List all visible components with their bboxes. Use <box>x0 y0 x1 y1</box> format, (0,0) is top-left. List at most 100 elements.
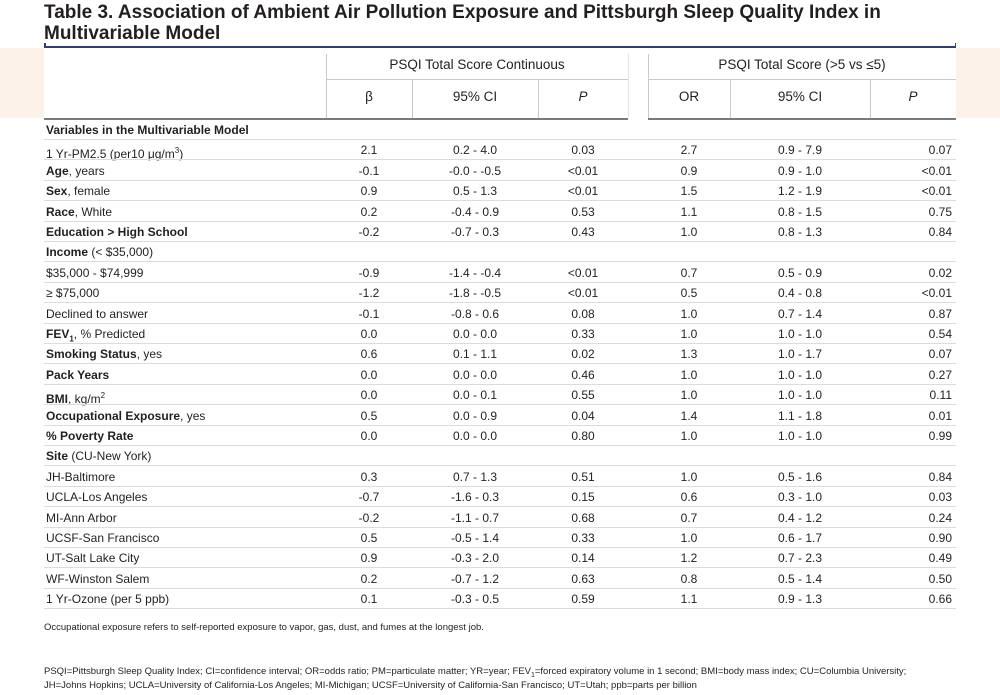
cell-ci: 0.5 - 0.9 <box>777 265 823 280</box>
cell-or: 1.0 <box>680 225 698 239</box>
cell-or: 0.9 <box>680 163 698 178</box>
cell-ci: -0.0 - -0.5 <box>448 163 502 178</box>
cell-p: 0.04 <box>571 408 595 423</box>
cell-ci: 0.7 - 1.4 <box>777 306 823 321</box>
cell-ci: 1.0 - 1.0 <box>777 367 823 382</box>
cell-p: 0.75 <box>928 204 952 219</box>
table-row: Variables in the Multivariable Model <box>44 120 956 140</box>
row-label: Income (< $35,000) <box>46 245 153 260</box>
cell-p: 0.14 <box>571 551 595 566</box>
cell-beta: 0.5 <box>360 408 378 423</box>
row-label: UT-Salt Lake City <box>46 551 139 566</box>
cell-ci: 1.0 - 1.0 <box>777 327 823 341</box>
row-label-subscript: 1 <box>69 334 74 344</box>
cell-ci: 1.0 - 1.7 <box>777 347 823 362</box>
cell-p: 0.51 <box>571 469 595 484</box>
row-label: Occupational Exposure, yes <box>46 409 205 424</box>
row-divider <box>44 404 956 406</box>
row-label-text: 1 Yr-PM2.5 (per10 μg/m <box>46 147 175 162</box>
cell-ci: 0.6 - 1.7 <box>777 531 823 545</box>
row-divider <box>44 465 956 467</box>
table-row: $35,000 - $74,999 -0.9 -1.4 - -0.4 <0.01 0.7… <box>44 263 956 283</box>
cell-beta: 2.1 <box>360 143 378 158</box>
row-label: Education > High School <box>46 225 188 240</box>
table-row: MI-Ann Arbor -0.2 -1.1 - 0.7 0.68 0.7 0.4 - 1… <box>44 508 956 528</box>
cell-p: 0.02 <box>571 347 595 362</box>
table-row: Sex, female 0.9 0.5 - 1.3 <0.01 1.5 1.2 - 1.9… <box>44 181 956 202</box>
title-rule <box>44 43 956 50</box>
cell-ci: 0.4 - 0.8 <box>777 286 823 301</box>
table-title: Table 3. Association of Ambient Air Poll… <box>44 2 881 44</box>
cell-p: 0.27 <box>928 367 952 382</box>
row-label: 1 Yr-Ozone (per 5 ppb) <box>46 592 169 607</box>
row-divider <box>44 220 956 222</box>
cell-p: <0.01 <box>567 163 599 178</box>
header-divider <box>870 80 871 118</box>
table-row: WF-Winston Salem 0.2 -0.7 - 1.2 0.63 0.8 0.5 … <box>44 569 956 589</box>
row-label: Race, White <box>46 205 112 220</box>
row-label: 1 Yr-PM2.5 (per10 μg/m3) <box>46 143 183 162</box>
rule-cap-right <box>954 43 956 50</box>
header-divider <box>628 54 629 118</box>
cell-or: 2.7 <box>680 143 698 158</box>
table-row: JH-Baltimore 0.3 0.7 - 1.3 0.51 1.0 0.5 - 1.6… <box>44 467 956 487</box>
table-row: Income (< $35,000) <box>44 242 956 263</box>
table-row: % Poverty Rate 0.0 0.0 - 0.0 0.80 1.0 1.0 - 1… <box>44 426 956 446</box>
cell-ci: 0.2 - 4.0 <box>452 143 498 158</box>
cell-p: <0.01 <box>567 184 599 199</box>
row-divider <box>44 200 956 202</box>
cell-p: 0.02 <box>928 265 952 280</box>
col-header-ci: 95% CI <box>777 89 823 104</box>
row-label-text: 1 Yr-Ozone (per 5 ppb) <box>46 592 170 607</box>
table-row: Age, years -0.1 -0.0 - -0.5 <0.01 0.9 0.9 - 1… <box>44 161 956 181</box>
cell-p: <0.01 <box>921 286 952 301</box>
cell-or: 1.1 <box>680 592 698 607</box>
cell-p: 0.80 <box>571 429 595 443</box>
row-label-bold: % Poverty Rate <box>46 429 134 443</box>
row-label-text: JH-Baltimore <box>46 469 116 484</box>
cell-ci: 0.9 - 7.9 <box>777 143 823 158</box>
cell-p: 0.08 <box>571 306 595 321</box>
cell-p: 0.07 <box>928 143 952 158</box>
cell-ci: -0.4 - 0.9 <box>450 204 500 219</box>
cell-or: 0.5 <box>680 286 698 301</box>
cell-p: 0.43 <box>571 225 595 239</box>
table-row: Declined to answer -0.1 -0.8 - 0.6 0.08 1.0 0… <box>44 304 956 324</box>
col-header-p: P <box>578 89 588 104</box>
cell-p: <0.01 <box>921 184 952 199</box>
row-label: Declined to answer <box>46 307 148 322</box>
cell-or: 1.5 <box>680 184 698 199</box>
cell-beta: 0.0 <box>360 429 378 443</box>
row-label-text: , kg/m <box>68 392 101 407</box>
row-label-text: , White <box>74 204 113 219</box>
row-label-bold: Education > High School <box>46 225 188 239</box>
row-label: FEV1, % Predicted <box>46 327 145 346</box>
cell-p: 0.66 <box>928 592 952 607</box>
row-label-text: UT-Salt Lake City <box>46 551 140 566</box>
cell-ci: 0.0 - 0.1 <box>452 388 498 403</box>
row-label: WF-Winston Salem <box>46 572 149 587</box>
table-row: FEV1, % Predicted 0.0 0.0 - 0.0 0.33 1.0 1.0 … <box>44 324 956 344</box>
row-divider <box>44 302 956 304</box>
row-label: BMI, kg/m2 <box>46 388 105 407</box>
row-label: Variables in the Multivariable Model <box>46 123 249 138</box>
cell-or: 1.3 <box>680 347 698 362</box>
group-header-rule <box>326 79 628 80</box>
row-label-bold: Pack Years <box>46 367 110 382</box>
table-row: Pack Years 0.0 0.0 - 0.0 0.46 1.0 1.0 - 1.0 0.… <box>44 365 956 385</box>
cell-beta: -0.2 <box>358 225 380 239</box>
row-divider <box>44 547 956 548</box>
row-label-bold: BMI <box>46 392 68 407</box>
footnote-abbrev-part: PSQI=Pittsburgh Sleep Quality Index; CI=… <box>44 666 531 677</box>
table-row: UCLA-Los Angeles -0.7 -1.6 - 0.3 0.15 0.6 0.3… <box>44 487 956 508</box>
row-divider <box>44 485 956 487</box>
cell-beta: -0.1 <box>358 306 380 321</box>
cell-or: 1.0 <box>680 429 698 443</box>
row-label: Smoking Status, yes <box>46 347 162 362</box>
cell-p: 0.33 <box>571 327 595 341</box>
table-row: BMI, kg/m2 0.0 0.0 - 0.1 0.55 1.0 1.0 - 1.0 0.… <box>44 385 956 407</box>
cell-ci: 0.0 - 0.0 <box>452 429 498 443</box>
row-label-bold: Smoking Status <box>46 347 137 362</box>
cell-ci: 0.5 - 1.6 <box>777 469 823 484</box>
cell-ci: 0.9 - 1.3 <box>777 592 823 607</box>
